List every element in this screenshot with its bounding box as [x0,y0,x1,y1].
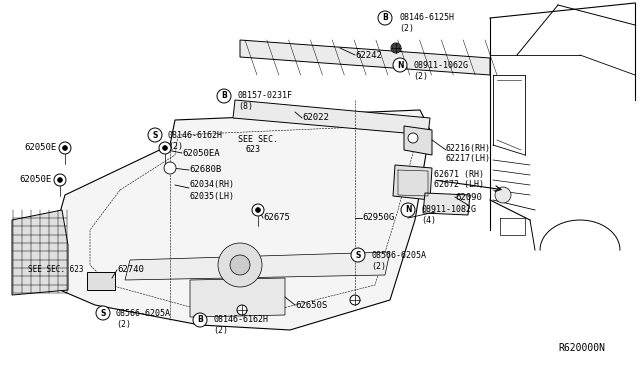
Text: 08146-6162H: 08146-6162H [213,315,268,324]
Circle shape [230,255,250,275]
Text: 62050E: 62050E [25,144,57,153]
Text: 623: 623 [245,145,260,154]
Circle shape [96,306,110,320]
Circle shape [350,295,360,305]
Text: 62671 (RH): 62671 (RH) [434,170,484,180]
Text: 08911-1062G: 08911-1062G [413,61,468,70]
Text: 62090: 62090 [455,192,482,202]
Text: (2): (2) [116,320,131,328]
Circle shape [163,145,168,150]
Text: 62950G: 62950G [362,214,394,222]
Circle shape [237,305,247,315]
Circle shape [391,43,401,53]
Text: S: S [152,131,157,140]
Text: 62680B: 62680B [189,166,221,174]
Text: 08566-6205A: 08566-6205A [371,250,426,260]
Circle shape [401,203,415,217]
Text: N: N [404,205,412,215]
Circle shape [59,142,71,154]
Text: (2): (2) [213,327,228,336]
Circle shape [252,204,264,216]
Polygon shape [423,193,470,215]
Text: 62740: 62740 [117,266,144,275]
Polygon shape [190,278,285,317]
Text: B: B [197,315,203,324]
Text: SEE SEC.: SEE SEC. [238,135,278,144]
Text: (4): (4) [421,217,436,225]
Circle shape [392,44,400,52]
Text: 08566-6205A: 08566-6205A [116,308,171,317]
Circle shape [378,11,392,25]
Text: 08146-6162H: 08146-6162H [168,131,223,140]
Polygon shape [393,165,432,200]
Text: B: B [382,13,388,22]
Circle shape [148,128,162,142]
Text: (8): (8) [238,103,253,112]
Circle shape [54,174,66,186]
Circle shape [217,89,231,103]
Circle shape [164,162,176,174]
Text: SEE SEC. 623: SEE SEC. 623 [28,266,83,275]
Text: 08157-0231F: 08157-0231F [238,92,293,100]
Text: N: N [397,61,403,70]
Text: 62650S: 62650S [295,301,327,310]
Text: 62217(LH): 62217(LH) [446,154,491,163]
Text: 62034(RH): 62034(RH) [189,180,234,189]
Text: 62216(RH): 62216(RH) [446,144,491,153]
Text: 62050E: 62050E [20,176,52,185]
Text: 62022: 62022 [302,113,329,122]
Polygon shape [125,252,390,280]
Text: 62675: 62675 [263,214,290,222]
Circle shape [255,208,260,212]
Text: 62050EA: 62050EA [182,148,220,157]
Circle shape [218,243,262,287]
Circle shape [408,133,418,143]
Text: 62672 (LH): 62672 (LH) [434,180,484,189]
Polygon shape [12,210,68,295]
Text: 08911-1082G: 08911-1082G [421,205,476,215]
Circle shape [351,248,365,262]
Text: (2): (2) [399,25,414,33]
Circle shape [58,177,63,182]
Text: (2): (2) [371,262,386,270]
Text: (2): (2) [413,71,428,80]
Text: (2): (2) [168,141,183,151]
Polygon shape [87,272,115,290]
Polygon shape [55,110,430,330]
Text: R620000N: R620000N [558,343,605,353]
Text: S: S [100,308,106,317]
Polygon shape [404,126,432,155]
Circle shape [495,187,511,203]
Text: B: B [221,92,227,100]
Text: 62035(LH): 62035(LH) [189,192,234,201]
Circle shape [63,145,67,150]
Text: 62242: 62242 [355,51,382,60]
Circle shape [393,58,407,72]
Text: 08146-6125H: 08146-6125H [399,13,454,22]
Circle shape [159,142,171,154]
Text: S: S [355,250,361,260]
Polygon shape [233,100,430,135]
Polygon shape [240,40,490,75]
Circle shape [193,313,207,327]
